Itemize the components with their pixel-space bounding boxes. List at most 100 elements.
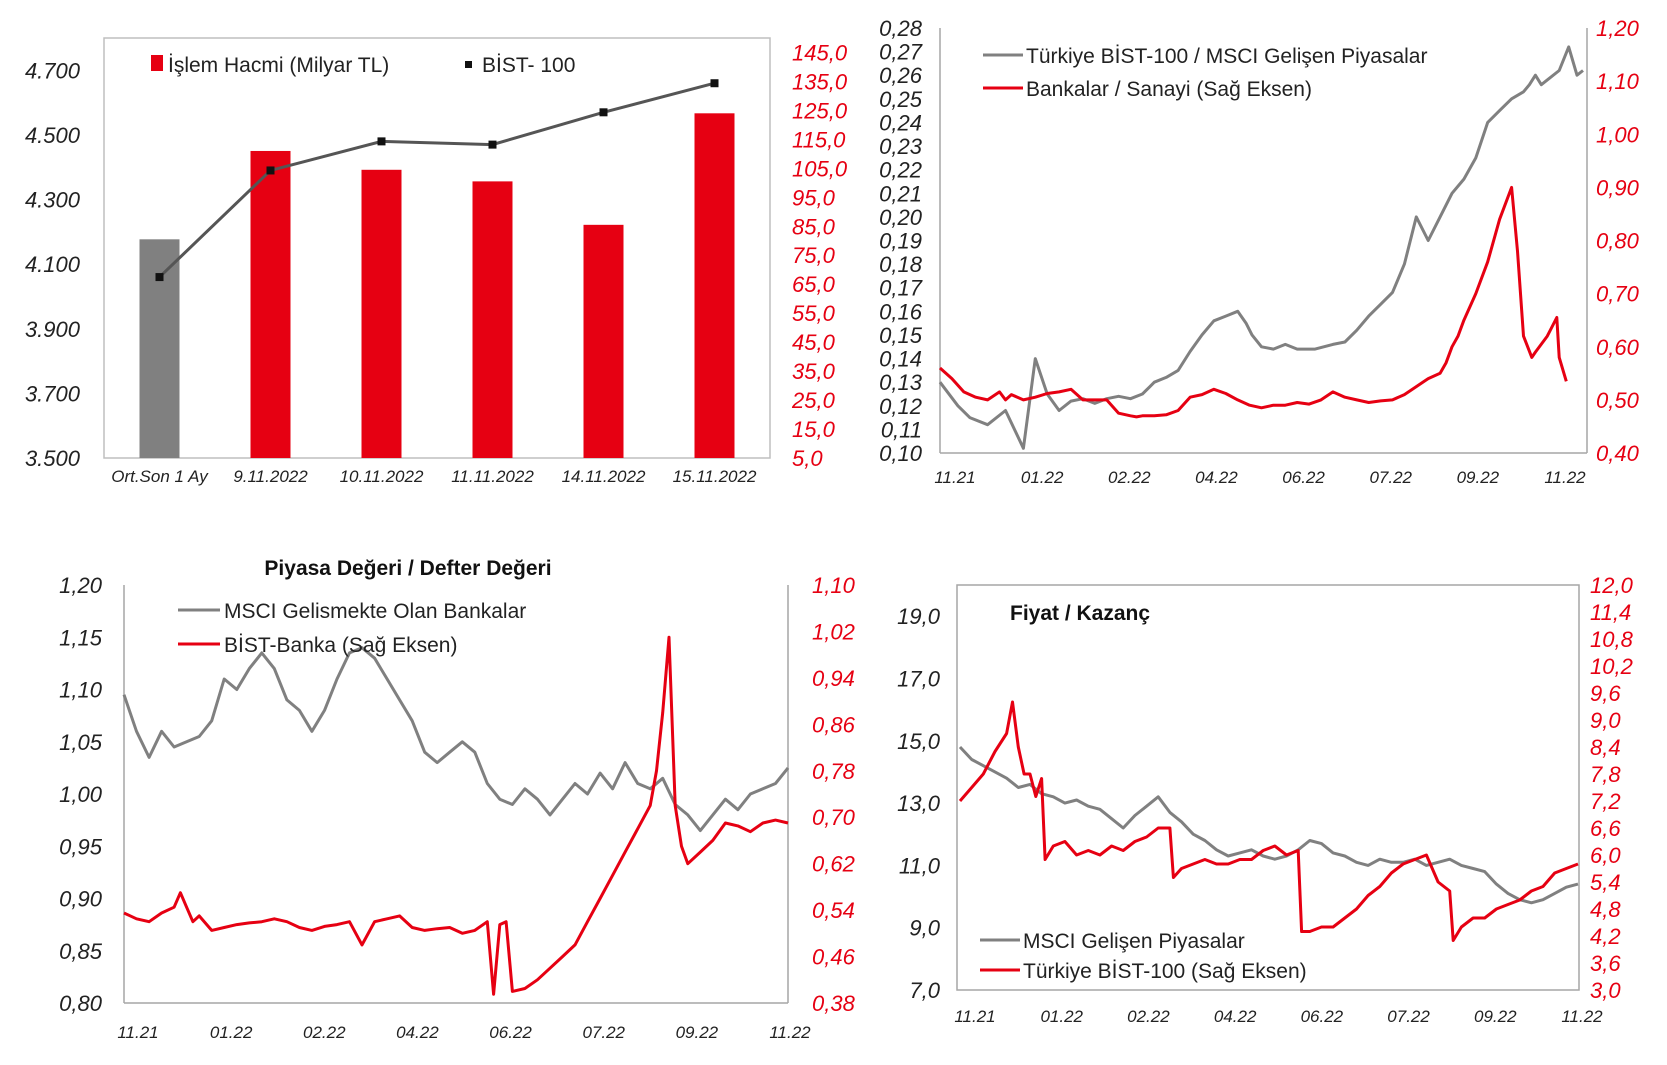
pe-left-tick: 15,0 (897, 729, 941, 754)
pe-right-tick: 4,2 (1590, 924, 1621, 949)
pbv-right-tick: 0,54 (812, 898, 855, 923)
relative-left-tick: 0,18 (879, 252, 923, 277)
pe-right-tick: 9,0 (1590, 708, 1621, 733)
chart-pe-right-ticks: 3,03,64,24,85,46,06,67,27,88,49,09,610,2… (1590, 573, 1634, 1003)
pe-right-tick: 10,2 (1590, 654, 1633, 679)
volume-left-tick: 3.700 (25, 381, 81, 406)
bist100-point (599, 108, 608, 117)
pe-right-tick: 8,4 (1590, 735, 1621, 760)
relative-left-tick: 0,25 (879, 87, 923, 112)
volume-right-tick: 65,0 (792, 272, 836, 297)
chart-pe-left-ticks: 7,0 9,0 11,0 13,0 15,0 17,0 19,0 (897, 604, 941, 1003)
relative-left-tick: 0,19 (879, 229, 922, 254)
legend-pbv-red-label: BİST-Banka (Sağ Eksen) (224, 634, 457, 657)
pe-right-tick: 10,8 (1590, 627, 1634, 652)
volume-x-tick: 9.11.2022 (233, 467, 308, 486)
legend-bist100-swatch (465, 61, 472, 68)
pbv-x-tick: 11.21 (117, 1023, 158, 1042)
relative-x-tick: 09.22 (1457, 468, 1500, 487)
volume-bar (139, 239, 180, 458)
relative-right-tick: 0,50 (1596, 388, 1640, 413)
legend-pe-red-label: Türkiye BİST-100 (Sağ Eksen) (1023, 960, 1307, 983)
chart-pbv-lines (122, 635, 790, 996)
chart-pbv-right-ticks: 0,38 0,46 0,54 0,62 0,70 0,78 0,86 0,94 1,02 1,10 (812, 573, 856, 1016)
relative-right-tick: 0,60 (1596, 335, 1640, 360)
relative-right-tick: 1,20 (1596, 16, 1640, 41)
legend-relative-gray-label: Türkiye BİST-100 / MSCI Gelişen Piyasala… (1026, 45, 1427, 68)
volume-right-tick: 35,0 (792, 359, 836, 384)
volume-left-tick: 4.700 (25, 58, 81, 83)
volume-right-tick: 5,0 (792, 446, 823, 471)
chart-pe-lines (958, 700, 1579, 942)
relative-x-tick: 04.22 (1195, 468, 1238, 487)
pbv-left-tick: 0,95 (59, 834, 103, 859)
legend-volume-label: İşlem Hacmi (Milyar TL) (168, 54, 389, 77)
volume-right-tick: 105,0 (792, 156, 848, 181)
pbv-x-tick: 02.22 (303, 1023, 346, 1042)
chart-relative-lines (938, 45, 1584, 450)
volume-x-tick: 14.11.2022 (562, 467, 646, 486)
pbv-x-tick: 11.22 (769, 1023, 811, 1042)
relative-left-tick: 0,27 (879, 40, 923, 65)
pbv-right-tick: 1,10 (812, 573, 856, 598)
pbv-left-tick: 1,00 (59, 782, 103, 807)
relative-right-tick: 0,90 (1596, 175, 1640, 200)
legend-pe-gray-label: MSCI Gelişen Piyasalar (1023, 930, 1245, 953)
chart-relative-right-ticks: 0,40 0,50 0,60 0,70 0,80 0,90 1,00 1,10 1,20 (1596, 16, 1640, 466)
pbv-right-tick: 1,02 (812, 619, 855, 644)
relative-x-tick: 11.22 (1544, 468, 1586, 487)
volume-right-tick: 115,0 (792, 127, 846, 152)
volume-bar (250, 150, 291, 458)
volume-right-tick: 125,0 (792, 98, 848, 123)
pbv-right-tick: 0,62 (812, 852, 855, 877)
relative-left-tick: 0,23 (879, 134, 923, 159)
pbv-right-tick: 0,38 (812, 991, 856, 1016)
pbv-left-tick: 1,20 (59, 573, 103, 598)
bist100-point (710, 79, 719, 88)
relative-right-tick: 0,80 (1596, 229, 1640, 254)
pbv-right-tick: 0,46 (812, 945, 856, 970)
volume-right-tick: 95,0 (792, 185, 836, 210)
chart-pe-legend: MSCI Gelişen Piyasalar Türkiye BİST-100 … (980, 930, 1307, 983)
relative-x-tick: 11.21 (934, 468, 975, 487)
chart-pbv-x-ticks: 11.21 01.22 02.22 04.22 06.22 07.22 09.22 11.22 (117, 1023, 811, 1042)
pbv-right-tick: 0,78 (812, 759, 856, 784)
volume-right-tick: 75,0 (792, 243, 836, 268)
pe-x-tick: 04.22 (1214, 1007, 1257, 1026)
volume-left-tick: 3.900 (25, 317, 81, 342)
relative-red-line (939, 185, 1568, 419)
relative-x-tick: 02.22 (1108, 468, 1151, 487)
chart-pe-title: Fiyat / Kazanç (1010, 602, 1150, 625)
pe-right-tick: 7,2 (1590, 789, 1621, 814)
relative-gray-line (938, 45, 1584, 450)
pbv-right-tick: 0,70 (812, 805, 856, 830)
volume-x-tick: 15.11.2022 (673, 467, 757, 486)
pe-left-tick: 19,0 (897, 604, 941, 629)
pe-right-tick: 11,4 (1590, 600, 1631, 625)
relative-left-tick: 0,16 (879, 299, 923, 324)
pe-right-tick: 6,6 (1590, 816, 1621, 841)
volume-right-tick: 25,0 (791, 388, 836, 413)
pbv-right-tick: 0,94 (812, 666, 855, 691)
pe-left-tick: 9,0 (909, 916, 940, 941)
pe-left-tick: 13,0 (897, 791, 941, 816)
volume-right-tick: 45,0 (792, 330, 836, 355)
volume-bar (583, 224, 624, 458)
volume-bar (472, 181, 513, 458)
relative-left-tick: 0,17 (879, 276, 923, 301)
pe-x-tick: 02.22 (1127, 1007, 1170, 1026)
legend-relative-red-label: Bankalar / Sanayi (Sağ Eksen) (1026, 78, 1312, 101)
relative-left-tick: 0,26 (879, 63, 923, 88)
volume-bar (361, 169, 402, 459)
pbv-left-tick: 1,15 (59, 625, 103, 650)
chart-pbv-legend: MSCI Gelismekte Olan Bankalar BİST-Banka… (178, 600, 526, 657)
relative-right-tick: 1,10 (1596, 69, 1640, 94)
relative-left-tick: 0,14 (879, 347, 922, 372)
relative-left-tick: 0,22 (879, 158, 922, 183)
pbv-x-tick: 04.22 (396, 1023, 439, 1042)
pbv-left-tick: 0,80 (59, 991, 103, 1016)
relative-x-tick: 07.22 (1369, 468, 1412, 487)
relative-right-tick: 0,40 (1596, 441, 1640, 466)
pbv-left-tick: 0,90 (59, 887, 103, 912)
relative-right-tick: 1,00 (1596, 122, 1640, 147)
